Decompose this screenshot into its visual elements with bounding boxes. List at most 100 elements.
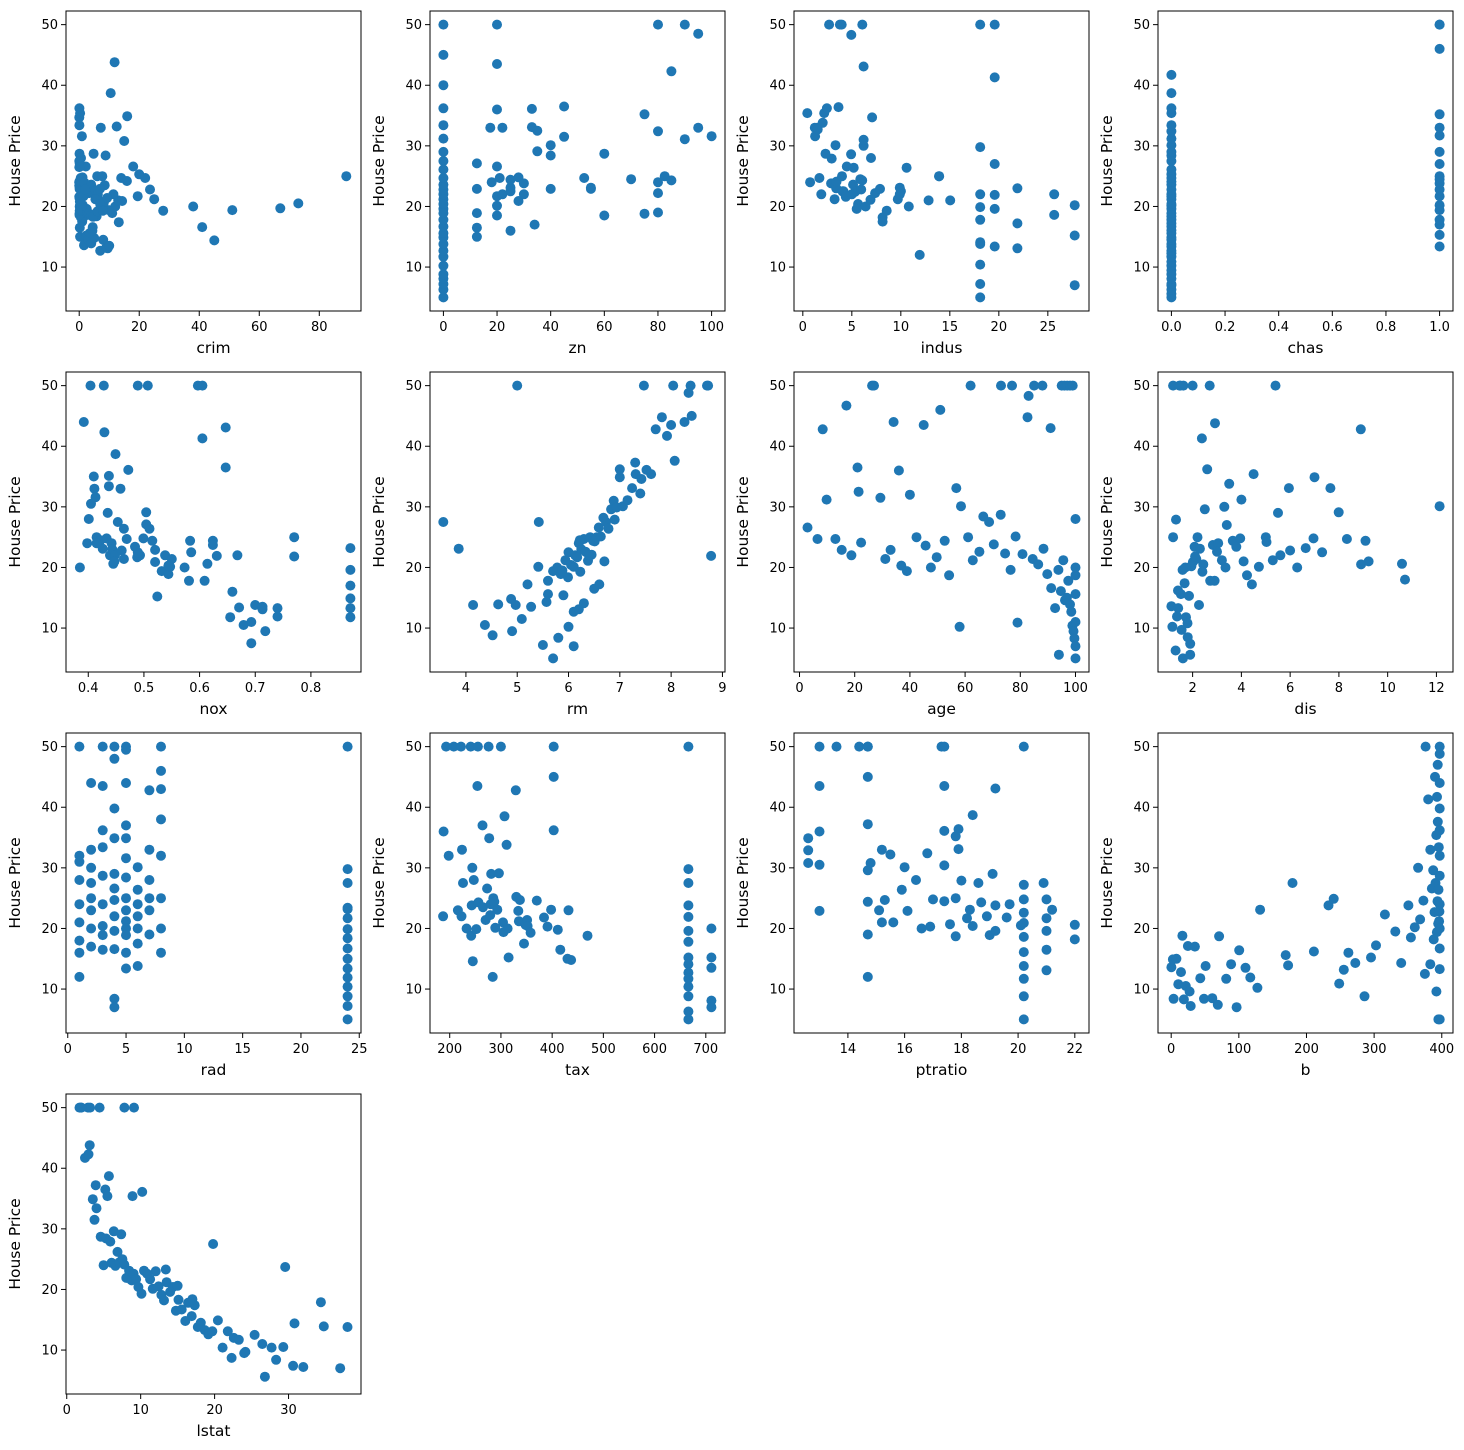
- data-point: [939, 896, 950, 907]
- x-tick-label: 0: [63, 1403, 71, 1418]
- x-tick-label: 12: [1428, 681, 1445, 696]
- subplot-chas: 0.0 0.2 0.4 0.6 0.8 1.0 10 20 30 40 50 chas House Pr…: [1098, 10, 1454, 357]
- data-point: [963, 532, 974, 543]
- data-point: [121, 963, 131, 974]
- data-point: [548, 741, 559, 752]
- y-tick-label: 30: [1133, 500, 1150, 515]
- x-tick-label: 500: [591, 1042, 616, 1057]
- data-point: [156, 814, 166, 825]
- data-point: [1221, 520, 1232, 530]
- data-point: [118, 523, 129, 534]
- data-point: [706, 550, 717, 561]
- x-tick-label: 0.6: [1322, 320, 1343, 335]
- data-point: [91, 1203, 102, 1214]
- axes-frame: [793, 10, 1090, 312]
- data-point: [953, 844, 964, 855]
- data-point: [121, 947, 131, 958]
- y-tick-label: 30: [1133, 139, 1150, 154]
- data-point: [1226, 959, 1237, 970]
- data-point: [97, 741, 108, 752]
- data-point: [954, 621, 965, 632]
- y-tick-label: 40: [41, 440, 58, 455]
- y-tick-label: 50: [1133, 740, 1150, 755]
- x-axis-label: chas: [1288, 339, 1324, 357]
- data-point: [438, 19, 449, 30]
- data-point: [88, 471, 99, 482]
- data-point: [1168, 993, 1179, 1004]
- data-point: [1070, 562, 1081, 573]
- data-point: [510, 600, 521, 610]
- data-point: [144, 875, 155, 885]
- data-point: [121, 778, 131, 788]
- x-tick-label: 5: [513, 681, 521, 696]
- data-point: [225, 612, 236, 623]
- data-point: [289, 1318, 300, 1329]
- data-point: [150, 1266, 161, 1277]
- data-point: [1195, 973, 1206, 984]
- data-point: [94, 1102, 105, 1113]
- data-point: [1202, 464, 1213, 475]
- data-point: [109, 1002, 120, 1013]
- data-point: [85, 1102, 96, 1113]
- data-point: [683, 864, 694, 875]
- data-point: [222, 1326, 233, 1337]
- y-tick-label: 10: [769, 622, 786, 637]
- x-tick-label: 20: [293, 1042, 310, 1057]
- data-point: [529, 219, 540, 230]
- data-point: [121, 820, 131, 831]
- data-point: [904, 489, 915, 500]
- data-point: [566, 955, 577, 965]
- data-point: [492, 59, 502, 69]
- scatter-points: [74, 1102, 353, 1382]
- data-point: [885, 849, 896, 860]
- data-point: [438, 173, 449, 183]
- data-point: [548, 771, 559, 782]
- data-point: [1004, 899, 1015, 910]
- data-point: [472, 781, 483, 791]
- x-tick-label: 0.0: [1161, 320, 1182, 335]
- data-point: [803, 833, 814, 844]
- axes-frame: [793, 732, 1090, 1034]
- data-point: [100, 150, 111, 161]
- data-point: [246, 617, 257, 627]
- subplot-rm: 4 5 6 7 8 9 10 20 30 40 50 rm House Price: [370, 371, 727, 718]
- data-point: [1018, 973, 1029, 984]
- data-point: [1231, 541, 1242, 552]
- y-tick-label: 30: [769, 139, 786, 154]
- data-point: [1176, 967, 1186, 978]
- data-point: [925, 562, 936, 573]
- data-point: [453, 543, 464, 554]
- data-point: [814, 781, 825, 791]
- data-point: [1012, 183, 1023, 194]
- data-point: [490, 922, 501, 933]
- data-point: [74, 162, 85, 173]
- data-point: [1041, 965, 1052, 976]
- data-point: [132, 961, 143, 971]
- data-point: [280, 1262, 291, 1272]
- data-point: [862, 741, 873, 752]
- data-point: [830, 140, 841, 151]
- data-point: [487, 630, 498, 641]
- data-point: [163, 560, 174, 571]
- data-point: [187, 1294, 198, 1305]
- data-point: [342, 904, 353, 915]
- data-point: [197, 433, 208, 444]
- data-point: [497, 189, 508, 200]
- data-point: [925, 921, 936, 932]
- data-point: [1338, 964, 1349, 975]
- data-point: [1359, 991, 1370, 1002]
- data-point: [857, 19, 868, 30]
- data-point: [876, 917, 887, 928]
- data-point: [1246, 579, 1257, 590]
- y-tick-label: 40: [769, 440, 786, 455]
- y-tick-label: 20: [41, 922, 58, 937]
- data-point: [288, 1360, 299, 1371]
- scatter-points: [802, 380, 1081, 664]
- data-point: [914, 249, 925, 260]
- axes-frame: [65, 1093, 362, 1395]
- data-point: [1063, 575, 1074, 586]
- data-point: [513, 196, 524, 206]
- y-axis-label: House Price: [6, 1198, 24, 1289]
- data-point: [862, 771, 873, 782]
- y-tick-label: 20: [405, 922, 422, 937]
